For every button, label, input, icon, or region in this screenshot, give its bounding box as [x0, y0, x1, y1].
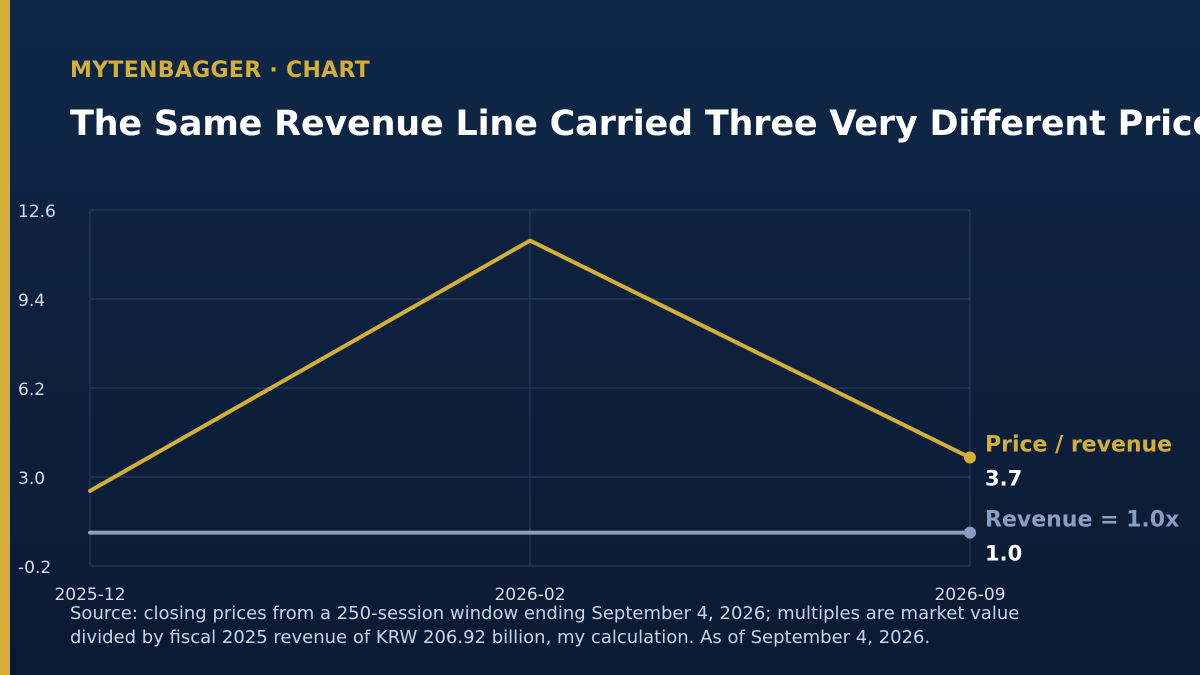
series-end-labels: Price / revenue 3.7 Revenue = 1.0x 1.0 — [985, 433, 1179, 566]
chart-series — [88, 238, 976, 539]
series-end-point — [964, 526, 976, 539]
series-value-label: 3.7 — [985, 467, 1022, 491]
page-title: The Same Revenue Line Carried Three Very… — [70, 104, 1200, 144]
y-tick-label: 3.0 — [18, 469, 45, 489]
y-axis-ticks: 12.6 9.4 6.2 3.0 -0.2 — [18, 202, 56, 578]
chart-grid — [89, 209, 971, 567]
y-tick-label: 9.4 — [18, 291, 45, 311]
accent-bar — [0, 0, 10, 675]
brand-label: MYTENBAGGER · CHART — [70, 58, 371, 83]
series-name-label: Revenue = 1.0x — [985, 508, 1179, 533]
series-value-label: 1.0 — [985, 542, 1022, 566]
x-tick-label: 2025-12 — [54, 585, 125, 605]
y-tick-label: 6.2 — [18, 380, 45, 400]
series-name-label: Price / revenue — [985, 433, 1172, 458]
x-tick-label: 2026-09 — [934, 585, 1005, 605]
source-note: Source: closing prices from a 250-sessio… — [70, 603, 1020, 648]
x-tick-label: 2026-02 — [494, 585, 565, 605]
x-axis-ticks: 2025-12 2026-02 2026-09 — [54, 585, 1005, 605]
series-end-point — [964, 451, 976, 464]
y-tick-label: 12.6 — [18, 202, 56, 222]
y-tick-label: -0.2 — [18, 558, 51, 578]
series-line — [88, 238, 972, 493]
